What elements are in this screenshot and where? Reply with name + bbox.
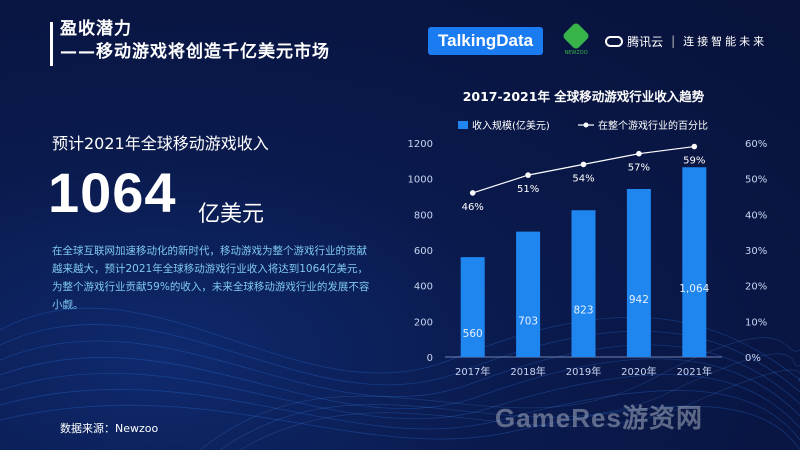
bar bbox=[571, 210, 596, 357]
chart-title: 2017-2021年 全球移动游戏行业收入趋势 bbox=[463, 89, 705, 104]
bar bbox=[682, 167, 707, 357]
description-text: 在全球互联网加速移动化的新时代，移动游戏为整个游戏行业的贡献越来越大，预计202… bbox=[52, 245, 370, 311]
data-source: 数据来源：Newzoo bbox=[60, 422, 159, 435]
x-tick-label: 2020年 bbox=[621, 365, 656, 378]
bar bbox=[460, 257, 485, 357]
line-point bbox=[691, 143, 698, 150]
y-left-tick-label: 1000 bbox=[408, 175, 433, 186]
revenue-unit: 亿美元 bbox=[198, 202, 265, 227]
watermark: GameRes游资网 bbox=[495, 403, 703, 433]
newzoo-logo: NEWZOO bbox=[561, 21, 591, 56]
revenue-subhead: 预计2021年全球移动游戏收入 bbox=[52, 134, 269, 153]
line-series-path bbox=[472, 145, 695, 194]
page-title-line2: ——移动游戏将创造千亿美元市场 bbox=[60, 42, 330, 62]
line-value-label: 57% bbox=[628, 163, 650, 174]
line-point bbox=[580, 161, 587, 168]
logo-divider: | bbox=[671, 34, 676, 48]
tencent-cloud-logo: 腾讯云 | 连接智能未来 bbox=[605, 33, 767, 50]
bar bbox=[626, 189, 651, 357]
line-point bbox=[469, 190, 476, 196]
line-value-label: 46% bbox=[462, 202, 484, 213]
tencent-cloud-name: 腾讯云 bbox=[627, 34, 664, 49]
y-right-tick-label: 0% bbox=[745, 353, 761, 364]
y-left-tick-label: 400 bbox=[414, 282, 433, 293]
line-value-label: 59% bbox=[683, 156, 705, 167]
legend-line-marker bbox=[583, 122, 589, 128]
x-tick-label: 2019年 bbox=[566, 365, 601, 378]
y-left-tick-label: 1200 bbox=[408, 139, 433, 150]
y-right-tick-label: 40% bbox=[745, 210, 767, 221]
logo-bar: TalkingData NEWZOO 腾讯云 | 连接智能未来 bbox=[428, 21, 767, 56]
bar-value-label: 942 bbox=[629, 294, 649, 306]
y-right-tick-label: 20% bbox=[745, 282, 767, 293]
y-left-tick-label: 800 bbox=[414, 210, 433, 221]
line-point bbox=[636, 150, 642, 157]
page-title-line1: 盈收潜力 bbox=[60, 19, 132, 39]
y-left-tick-label: 200 bbox=[414, 317, 433, 328]
line-point bbox=[525, 172, 531, 178]
x-tick-label: 2017年 bbox=[455, 365, 490, 378]
legend-line-label: 在整个游戏行业的百分比 bbox=[598, 119, 708, 132]
newzoo-logo-text: NEWZOO bbox=[564, 50, 588, 56]
tencent-cloud-slogan: 连接智能未来 bbox=[683, 35, 768, 48]
y-right-tick-label: 60% bbox=[745, 139, 767, 150]
cloud-icon bbox=[605, 35, 624, 47]
bar-value-label: 703 bbox=[518, 315, 538, 327]
x-tick-label: 2018年 bbox=[510, 365, 545, 378]
line-value-label: 54% bbox=[572, 173, 594, 184]
bar bbox=[516, 231, 541, 357]
x-tick-label: 2021年 bbox=[677, 365, 712, 378]
legend-bar-swatch bbox=[458, 121, 468, 129]
bar-value-label: 823 bbox=[573, 305, 593, 317]
y-right-tick-label: 10% bbox=[745, 317, 767, 328]
bar-value-label: 1,064 bbox=[679, 283, 709, 295]
line-value-label: 51% bbox=[517, 184, 539, 195]
bar-value-label: 560 bbox=[463, 328, 483, 340]
talkingdata-logo: TalkingData bbox=[428, 27, 544, 55]
title-accent-bar bbox=[50, 22, 53, 66]
legend-bar-label: 收入规模(亿美元) bbox=[472, 119, 550, 132]
revenue-big-number: 1064 bbox=[48, 161, 177, 224]
y-right-tick-label: 30% bbox=[745, 246, 767, 257]
y-right-tick-label: 50% bbox=[745, 175, 767, 186]
y-left-tick-label: 0 bbox=[427, 353, 433, 364]
page-title: 盈收潜力 ——移动游戏将创造千亿美元市场 bbox=[60, 18, 330, 64]
y-left-tick-label: 600 bbox=[414, 246, 433, 257]
